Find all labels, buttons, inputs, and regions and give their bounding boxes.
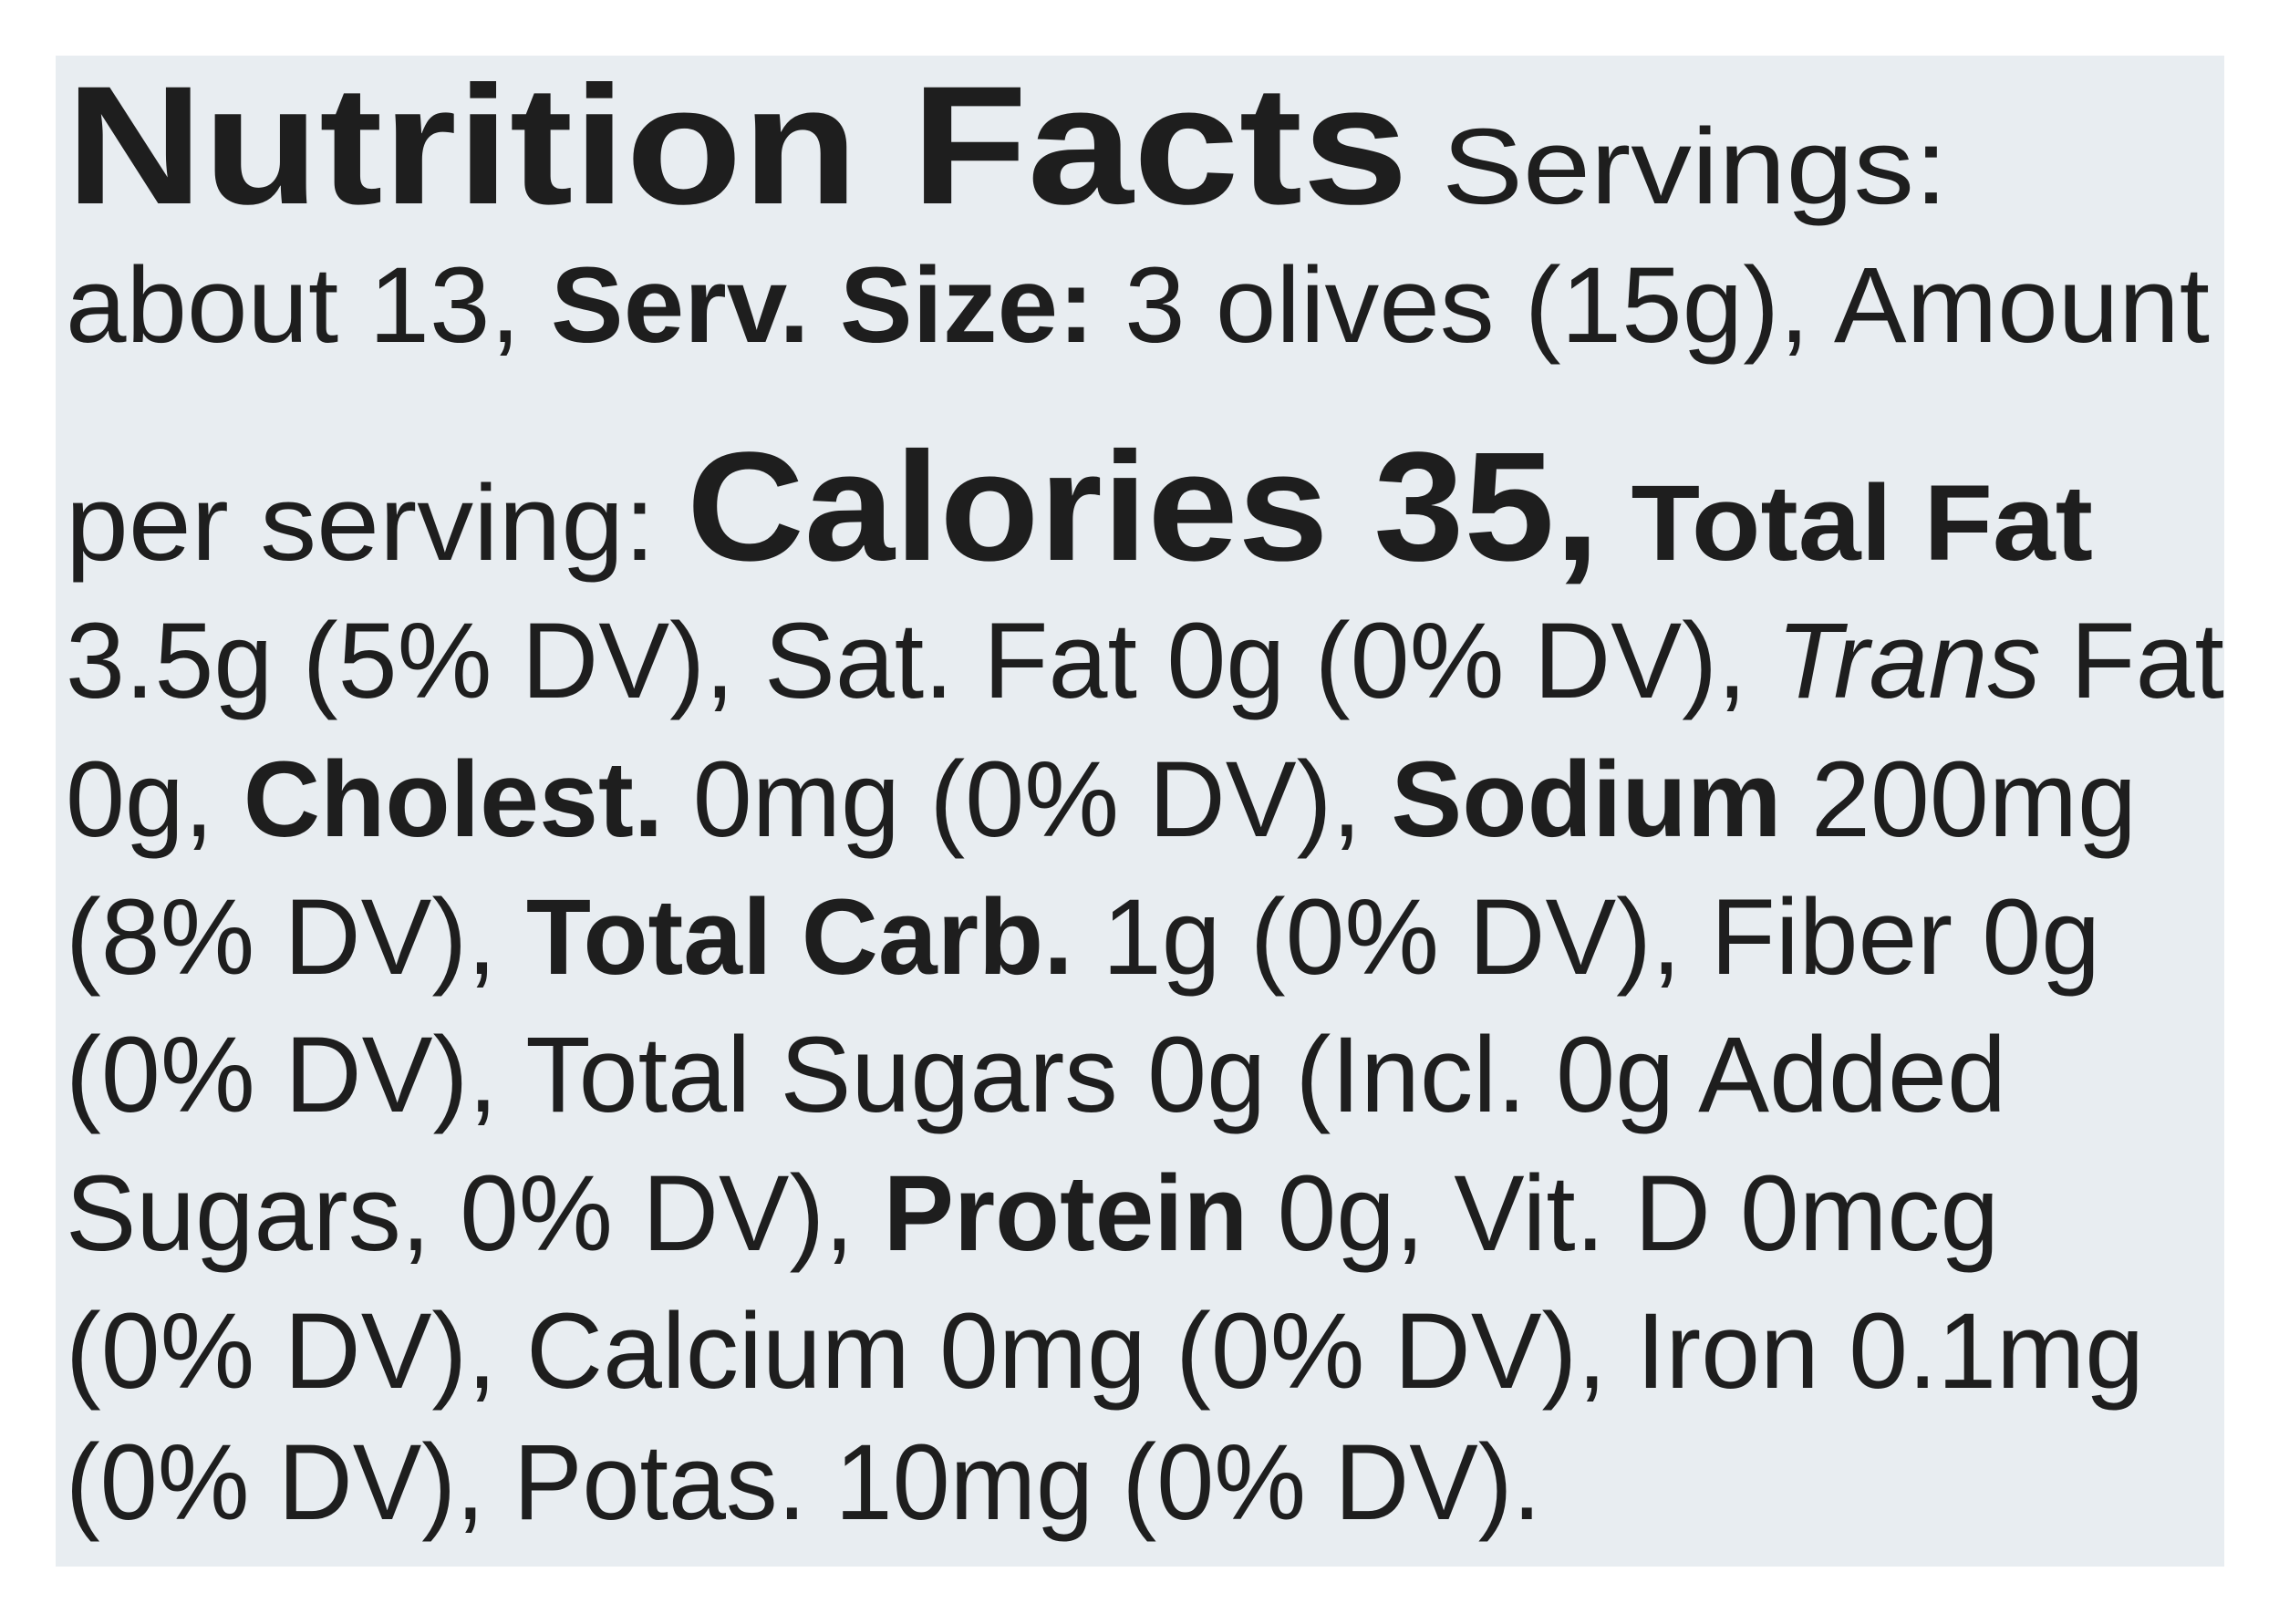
text-segment: 200mg — [1782, 740, 2137, 860]
text-segment: 3.5g (5% DV), Sat. Fat 0g (0% DV), — [66, 601, 1777, 721]
label-line: (0% DV), Calcium 0mg (0% DV), Iron 0.1mg — [66, 1291, 2144, 1412]
text-segment: 0mg (0% DV), — [663, 740, 1391, 860]
text-segment: Total Fat — [1600, 463, 2093, 584]
text-segment: Trans — [1777, 601, 2041, 721]
text-segment: 1g (0% DV), Fiber 0g — [1073, 877, 2100, 998]
label-line: 3.5g (5% DV), Sat. Fat 0g (0% DV), Trans… — [66, 601, 2224, 721]
text-segment: Calories 35, — [687, 420, 1600, 594]
text-segment: (0% DV), Calcium 0mg (0% DV), Iron 0.1mg — [66, 1291, 2144, 1412]
text-segment: Servings: — [1408, 107, 1948, 227]
text-segment: Cholest. — [243, 740, 664, 860]
text-segment: Sugars, 0% DV), — [66, 1153, 884, 1274]
label-panel — [56, 56, 2224, 1567]
text-segment: 0g, — [66, 740, 243, 860]
text-segment: Serv. Size: — [551, 245, 1094, 366]
label-line: (0% DV), Total Sugars 0g (Incl. 0g Added — [66, 1015, 2006, 1135]
label-line: Nutrition Facts Servings: — [66, 52, 1948, 240]
text-segment: Fat — [2041, 601, 2224, 721]
label-line: (8% DV), Total Carb. 1g (0% DV), Fiber 0… — [66, 877, 2100, 998]
label-line: per serving: Calories 35, Total Fat — [66, 420, 2093, 594]
text-segment: (0% DV), Total Sugars 0g (Incl. 0g Added — [66, 1015, 2006, 1135]
text-segment: 0g, Vit. D 0mcg — [1248, 1153, 1999, 1274]
text-segment: per serving: — [66, 463, 687, 584]
text-segment: 3 olives (15g), Amount — [1094, 245, 2210, 366]
label-line: 0g, Cholest. 0mg (0% DV), Sodium 200mg — [66, 740, 2137, 860]
label-line: about 13, Serv. Size: 3 olives (15g), Am… — [66, 245, 2210, 366]
label-line: (0% DV), Potas. 10mg (0% DV). — [66, 1422, 1541, 1543]
text-segment: (0% DV), Potas. 10mg (0% DV). — [66, 1422, 1541, 1543]
text-segment: Total Carb. — [526, 877, 1073, 998]
text-segment: about 13, — [66, 245, 551, 366]
text-segment: Sodium — [1391, 740, 1781, 860]
text-segment: Protein — [884, 1153, 1248, 1274]
label-line: Sugars, 0% DV), Protein 0g, Vit. D 0mcg — [66, 1153, 1999, 1274]
text-segment: (8% DV), — [66, 877, 526, 998]
text-segment: Nutrition Facts — [66, 52, 1408, 240]
